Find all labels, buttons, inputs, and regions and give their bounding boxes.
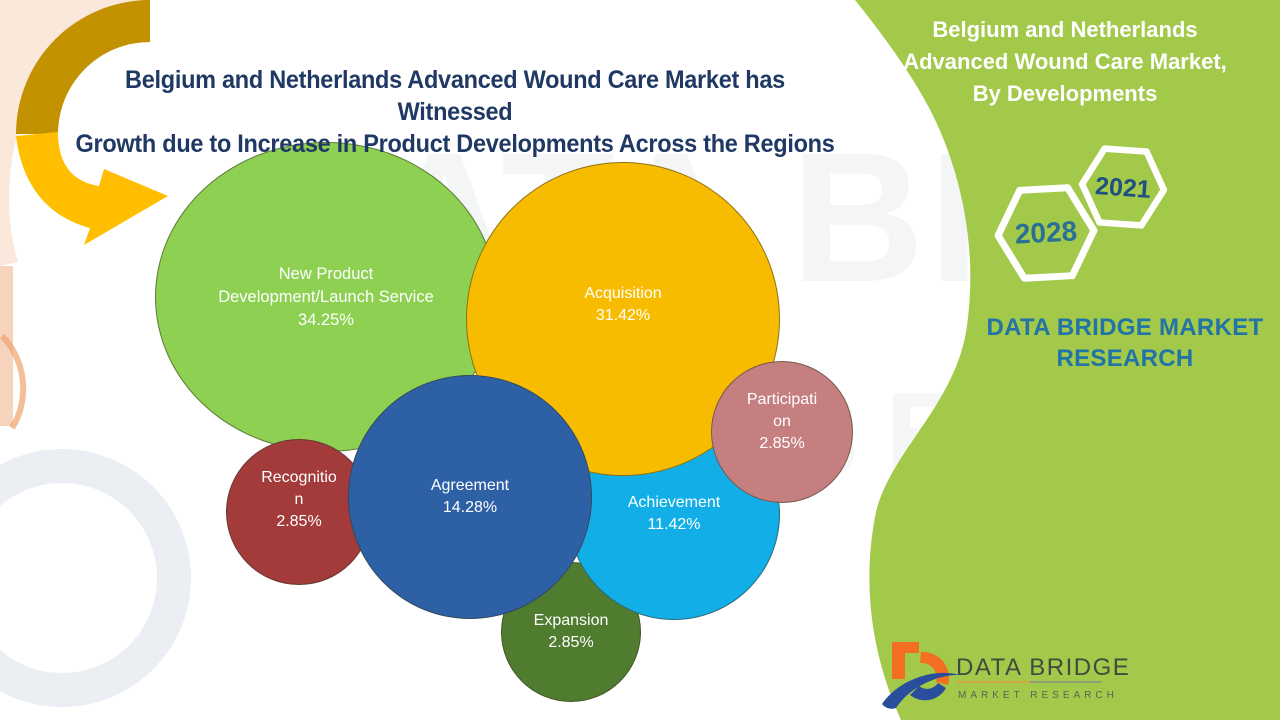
bubble-participation-label: Participati on 2.85% — [746, 391, 818, 452]
peach-strip-shape — [0, 266, 13, 426]
logo-name: DATA BRIDGE — [956, 654, 1130, 681]
brand-heading: DATA BRIDGE MARKET RESEARCH — [950, 312, 1280, 374]
brand-heading-line2: RESEARCH — [1056, 345, 1194, 372]
brand-heading-line1: DATA BRIDGE MARKET — [986, 314, 1264, 341]
bubble-agreement-label: Agreement 14.28% — [430, 477, 510, 516]
panel-title-line2: Advanced Wound Care Market, — [903, 49, 1227, 74]
logo-b-bowl-orange-icon — [920, 651, 949, 685]
bubble-recognition: Recognitio n 2.85% — [226, 439, 372, 585]
panel-title-line1: Belgium and Netherlands — [932, 17, 1198, 42]
logo-tagline: MARKET RESEARCH — [958, 690, 1118, 701]
peach-arc-shape — [0, 333, 27, 430]
data-bridge-logo: DATA BRIDGE MARKET RESEARCH — [882, 642, 1130, 709]
forecast-years-hexagons: 2028 2021 — [994, 145, 1168, 282]
chart-title: Belgium and Netherlands Advanced Wound C… — [65, 64, 845, 160]
bubble-recognition-label: Recognitio n 2.85% — [261, 469, 337, 530]
panel-title-line3: By Developments — [972, 81, 1158, 106]
logo-b-bowl-blue-icon — [910, 683, 946, 701]
chart-title-line2: Growth due to Increase in Product Develo… — [75, 130, 835, 158]
bubble-acquisition-label: Acquisition 31.42% — [584, 285, 662, 324]
bubble-agreement: Agreement 14.28% — [348, 375, 592, 619]
side-panel-shape — [855, 0, 1280, 720]
hexagon-2021: 2021 — [1078, 145, 1168, 229]
year-2021: 2021 — [1094, 172, 1152, 204]
logo-b-hook-icon — [892, 642, 919, 679]
bubble-expansion-label: Expansion 2.85% — [533, 612, 609, 651]
logo-swoosh-icon — [882, 672, 960, 709]
year-2028: 2028 — [1014, 215, 1078, 249]
chart-title-line1: Belgium and Netherlands Advanced Wound C… — [125, 66, 785, 126]
panel-title: Belgium and Netherlands Advanced Wound C… — [880, 14, 1250, 110]
hexagon-2028: 2028 — [994, 184, 1098, 282]
bubble-new-product-development-label: New Product Development/Launch Service 3… — [218, 264, 434, 329]
bubble-participation: Participati on 2.85% — [711, 361, 853, 503]
bubble-achievement-label: Achievement 11.42% — [627, 494, 721, 533]
